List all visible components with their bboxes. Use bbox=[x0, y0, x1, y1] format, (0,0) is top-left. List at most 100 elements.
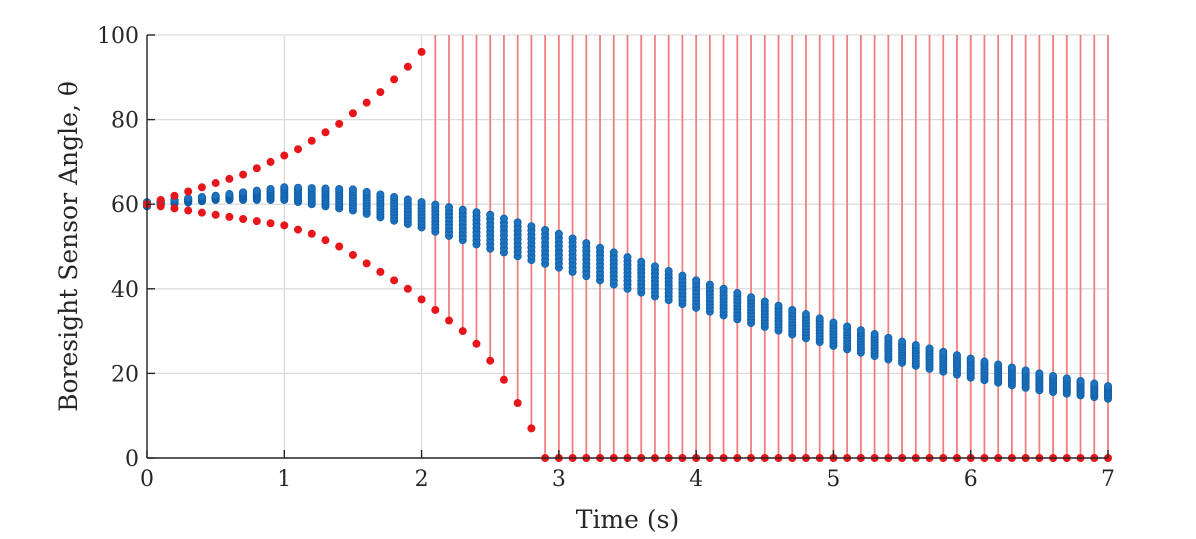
sample-point bbox=[294, 183, 303, 192]
sample-point bbox=[348, 185, 357, 194]
lower-bound-point bbox=[225, 212, 234, 221]
lower-bound-point bbox=[513, 399, 522, 408]
sample-point bbox=[1021, 366, 1030, 375]
sample-point bbox=[431, 200, 440, 209]
sample-point bbox=[1076, 377, 1085, 386]
sample-point bbox=[760, 297, 769, 306]
sample-point bbox=[211, 191, 220, 200]
sample-point bbox=[582, 239, 591, 248]
sample-point bbox=[596, 243, 605, 252]
x-tick-label: 4 bbox=[689, 467, 703, 492]
upper-bound-point bbox=[403, 62, 412, 71]
sample-point bbox=[623, 253, 632, 262]
sample-point bbox=[554, 229, 563, 238]
x-tick-label: 0 bbox=[140, 467, 154, 492]
sample-point bbox=[952, 351, 961, 360]
sample-point bbox=[1035, 369, 1044, 378]
lower-bound-point bbox=[280, 221, 289, 230]
lower-bound-point bbox=[445, 316, 454, 325]
sample-point bbox=[362, 187, 371, 196]
upper-bound-point bbox=[170, 191, 179, 200]
sample-point bbox=[650, 262, 659, 271]
sample-point bbox=[1104, 382, 1113, 391]
sample-point bbox=[499, 214, 508, 223]
sample-point bbox=[335, 184, 344, 193]
sample-point bbox=[801, 310, 810, 319]
upper-bound-point bbox=[184, 187, 193, 196]
lower-bound-point bbox=[376, 267, 385, 276]
sample-point bbox=[609, 248, 618, 257]
sample-point bbox=[870, 330, 879, 339]
lower-bound-point bbox=[294, 225, 303, 234]
upper-bound-point bbox=[280, 151, 289, 160]
sample-point bbox=[925, 344, 934, 353]
lower-bound-point bbox=[417, 295, 426, 304]
sample-point bbox=[252, 186, 261, 195]
sample-point bbox=[458, 205, 467, 214]
upper-bound-point bbox=[335, 119, 344, 128]
lower-bound-point bbox=[431, 305, 440, 314]
sample-point bbox=[664, 267, 673, 276]
sample-point bbox=[774, 301, 783, 310]
sample-point bbox=[225, 190, 234, 199]
sample-point bbox=[1090, 379, 1099, 388]
sample-point bbox=[733, 289, 742, 298]
sample-point bbox=[403, 195, 412, 204]
sample-point bbox=[692, 276, 701, 285]
upper-bound-point bbox=[211, 179, 220, 188]
sample-point bbox=[747, 293, 756, 302]
y-tick-label: 20 bbox=[111, 362, 139, 387]
lower-bound-point bbox=[156, 202, 165, 211]
upper-bound-point bbox=[239, 170, 248, 179]
sample-point bbox=[280, 183, 289, 192]
sample-point bbox=[1007, 363, 1016, 372]
sample-point bbox=[966, 354, 975, 363]
sample-point bbox=[980, 357, 989, 366]
sample-point bbox=[321, 184, 330, 193]
lower-bound-point bbox=[335, 242, 344, 251]
axes bbox=[146, 34, 1109, 459]
lower-bound-point bbox=[486, 356, 495, 365]
lower-bound-point bbox=[348, 250, 357, 259]
sample-point bbox=[266, 184, 275, 193]
sample-point bbox=[1062, 374, 1071, 383]
sample-point bbox=[486, 210, 495, 219]
upper-bound-point bbox=[252, 164, 261, 173]
lower-bound-point bbox=[266, 219, 275, 228]
sample-point bbox=[637, 257, 646, 266]
lower-bound-point bbox=[170, 204, 179, 213]
x-tick-label: 3 bbox=[552, 467, 566, 492]
lower-bound-point bbox=[239, 215, 248, 224]
lower-bound-point bbox=[252, 217, 261, 226]
upper-bound-point bbox=[417, 47, 426, 56]
lower-bound-point bbox=[184, 206, 193, 215]
sample-point bbox=[884, 333, 893, 342]
y-axis-label: Boresight Sensor Angle, θ bbox=[54, 81, 83, 412]
sample-point bbox=[939, 347, 948, 356]
upper-bound-lines bbox=[434, 35, 1109, 458]
x-tick-label: 1 bbox=[277, 467, 291, 492]
lower-bound-point bbox=[211, 210, 220, 219]
sample-point bbox=[911, 341, 920, 350]
x-tick-label: 6 bbox=[964, 467, 978, 492]
sample-point bbox=[239, 188, 248, 197]
sample-point bbox=[719, 284, 728, 293]
upper-bound-point bbox=[362, 98, 371, 107]
lower-bound-point bbox=[499, 375, 508, 384]
lower-bound-point bbox=[403, 284, 412, 293]
lower-bound-point bbox=[197, 208, 206, 217]
sample-point bbox=[445, 203, 454, 212]
sample-point bbox=[568, 234, 577, 243]
sample-point bbox=[705, 280, 714, 289]
upper-bound-point bbox=[294, 145, 303, 154]
sample-point bbox=[472, 208, 481, 217]
sample-point bbox=[390, 193, 399, 202]
lower-bound-point bbox=[390, 276, 399, 285]
bound-points bbox=[143, 47, 1112, 462]
upper-bound-point bbox=[197, 183, 206, 192]
sample-point bbox=[829, 318, 838, 327]
y-tick-label: 80 bbox=[111, 109, 139, 134]
x-tick-label: 2 bbox=[415, 467, 429, 492]
x-tick-label: 5 bbox=[826, 467, 840, 492]
y-tick-label: 60 bbox=[111, 193, 139, 218]
